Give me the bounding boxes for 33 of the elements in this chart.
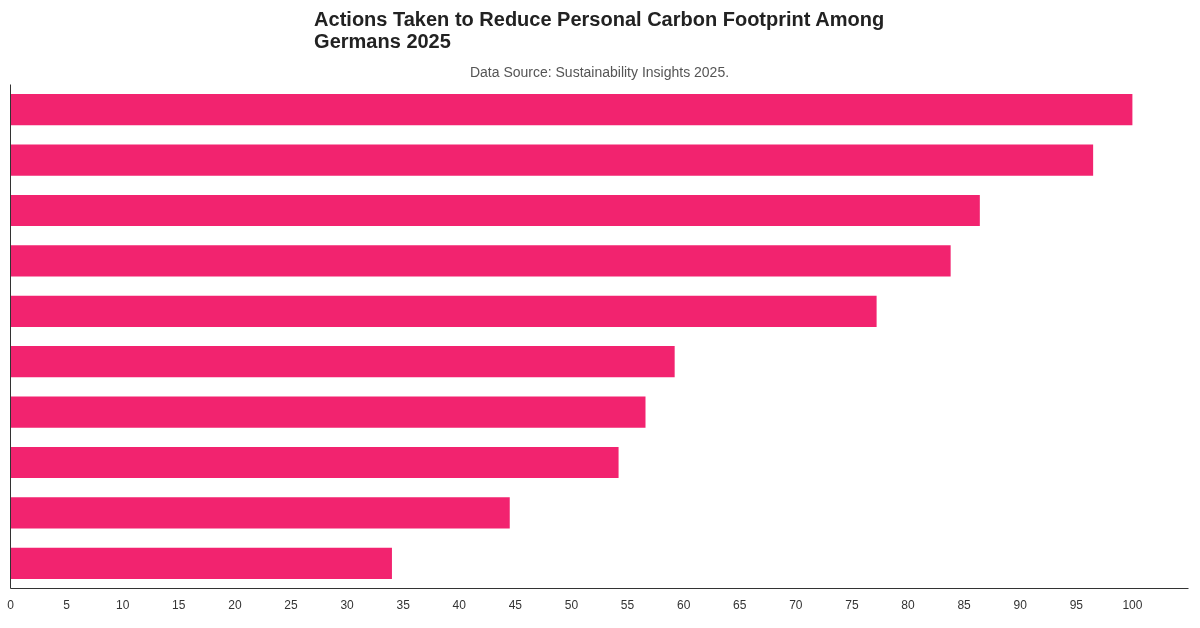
x-tick-label: 50 — [564, 597, 579, 612]
x-tick-label: 80 — [901, 597, 916, 612]
bar — [10, 144, 1094, 176]
x-tick-label: 75 — [845, 597, 859, 612]
chart-subtitle: Data Source: Sustainability Insights 2025. — [469, 63, 730, 80]
x-tick-label: 10 — [116, 597, 130, 612]
x-tick-label: 95 — [1069, 597, 1084, 612]
bar — [10, 547, 392, 579]
x-tick-label: 55 — [620, 597, 635, 612]
bar — [10, 194, 980, 227]
bar — [10, 396, 646, 428]
x-tick-label: 100 — [1122, 597, 1143, 612]
x-tick-label: 15 — [172, 597, 186, 612]
bar — [10, 295, 877, 327]
x-tick-label: 45 — [508, 597, 523, 612]
x-tick-label: 25 — [284, 597, 298, 612]
chart-title: Actions Taken to Reduce Personal Carbon Footprint Among Germans 2025 — [314, 7, 885, 52]
bar — [10, 346, 675, 378]
x-tick-label: 70 — [789, 597, 803, 612]
x-tick-label: 0 — [7, 597, 15, 612]
x-tick-label: 85 — [957, 597, 972, 612]
bar — [10, 446, 619, 479]
x-tick-label: 90 — [1013, 597, 1028, 612]
x-tick-label: 30 — [340, 597, 355, 612]
x-tick-label: 20 — [228, 597, 242, 612]
x-tick-label: 65 — [733, 597, 747, 612]
bar — [10, 94, 1133, 126]
x-tick-label: 60 — [676, 597, 691, 612]
x-tick-label: 40 — [452, 597, 467, 612]
x-tick-label: 35 — [396, 597, 411, 612]
x-tick-label: 5 — [63, 597, 71, 612]
bar — [10, 497, 510, 529]
bar — [10, 245, 951, 277]
